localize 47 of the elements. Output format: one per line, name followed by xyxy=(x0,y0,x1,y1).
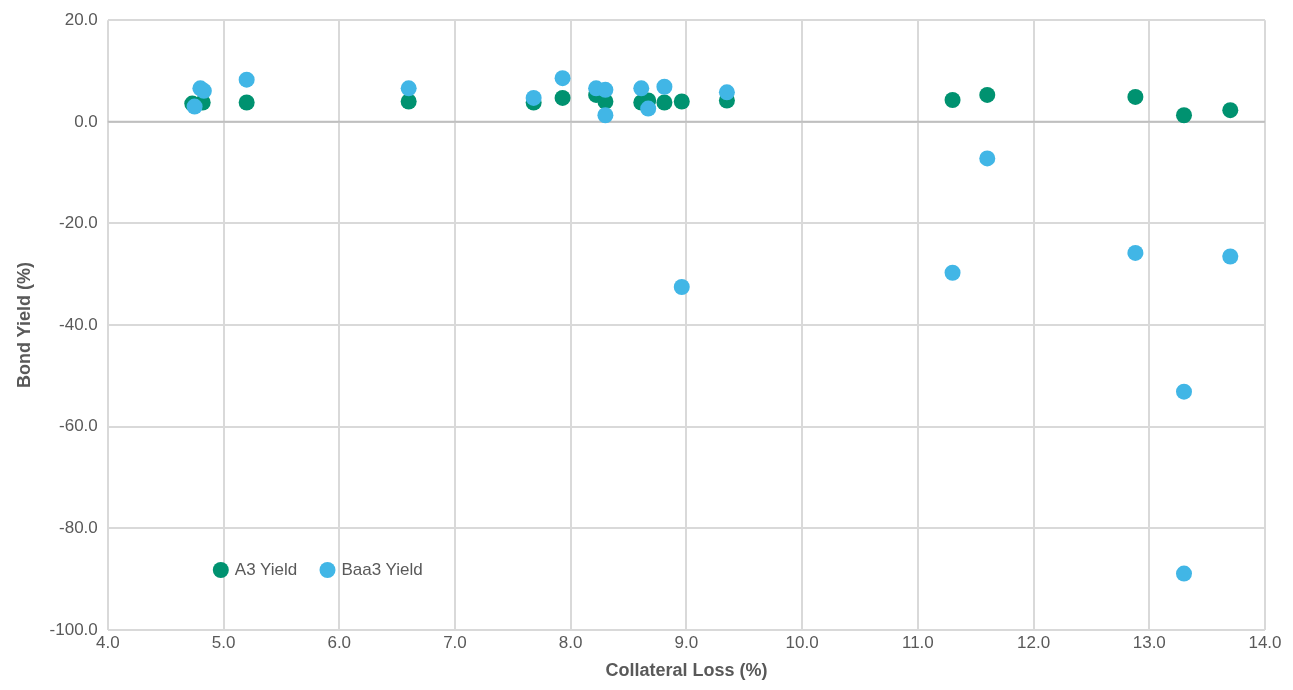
point xyxy=(400,80,417,97)
legend-label: Baa3 Yield xyxy=(341,559,423,579)
point xyxy=(1127,244,1144,261)
y-tick-label: -60.0 xyxy=(59,416,98,436)
x-tick-label: 10.0 xyxy=(785,632,819,652)
point xyxy=(979,150,996,167)
point xyxy=(633,80,650,97)
point xyxy=(597,107,614,124)
x-axis-title: Collateral Loss (%) xyxy=(605,660,768,681)
point xyxy=(597,81,614,98)
x-tick-label: 5.0 xyxy=(211,632,236,652)
point xyxy=(554,70,571,87)
y-tick-label: -80.0 xyxy=(59,518,98,538)
y-axis-title: Bond Yield (%) xyxy=(13,262,34,389)
x-tick-label: 8.0 xyxy=(558,632,583,652)
point xyxy=(1222,102,1239,119)
point xyxy=(1176,565,1192,582)
x-tick-label: 9.0 xyxy=(674,632,699,652)
point xyxy=(979,86,996,103)
point xyxy=(1222,248,1239,265)
point xyxy=(673,93,690,110)
y-tick-label: 0.0 xyxy=(74,111,98,131)
y-tick-label: -40.0 xyxy=(59,314,98,334)
point xyxy=(656,78,673,95)
point xyxy=(718,84,735,101)
y-tick-label: -100.0 xyxy=(49,619,98,639)
point xyxy=(1127,88,1144,105)
x-tick-label: 12.0 xyxy=(1017,632,1051,652)
x-tick-label: 7.0 xyxy=(443,632,467,652)
y-tick-label: -20.0 xyxy=(59,213,98,233)
point xyxy=(640,100,657,117)
point xyxy=(673,278,690,295)
point xyxy=(944,264,961,281)
point xyxy=(1176,107,1192,124)
point xyxy=(238,71,255,88)
point xyxy=(525,89,542,106)
point xyxy=(656,94,673,111)
point xyxy=(1176,383,1192,400)
y-tick-label: 20.0 xyxy=(64,9,98,29)
x-tick-label: 14.0 xyxy=(1248,632,1282,652)
point xyxy=(554,89,571,106)
x-tick-label: 13.0 xyxy=(1132,632,1166,652)
legend-label: A3 Yield xyxy=(234,559,298,579)
point xyxy=(238,94,255,111)
x-tick-label: 11.0 xyxy=(901,632,934,652)
point xyxy=(944,91,961,108)
x-tick-label: 6.0 xyxy=(327,632,352,652)
